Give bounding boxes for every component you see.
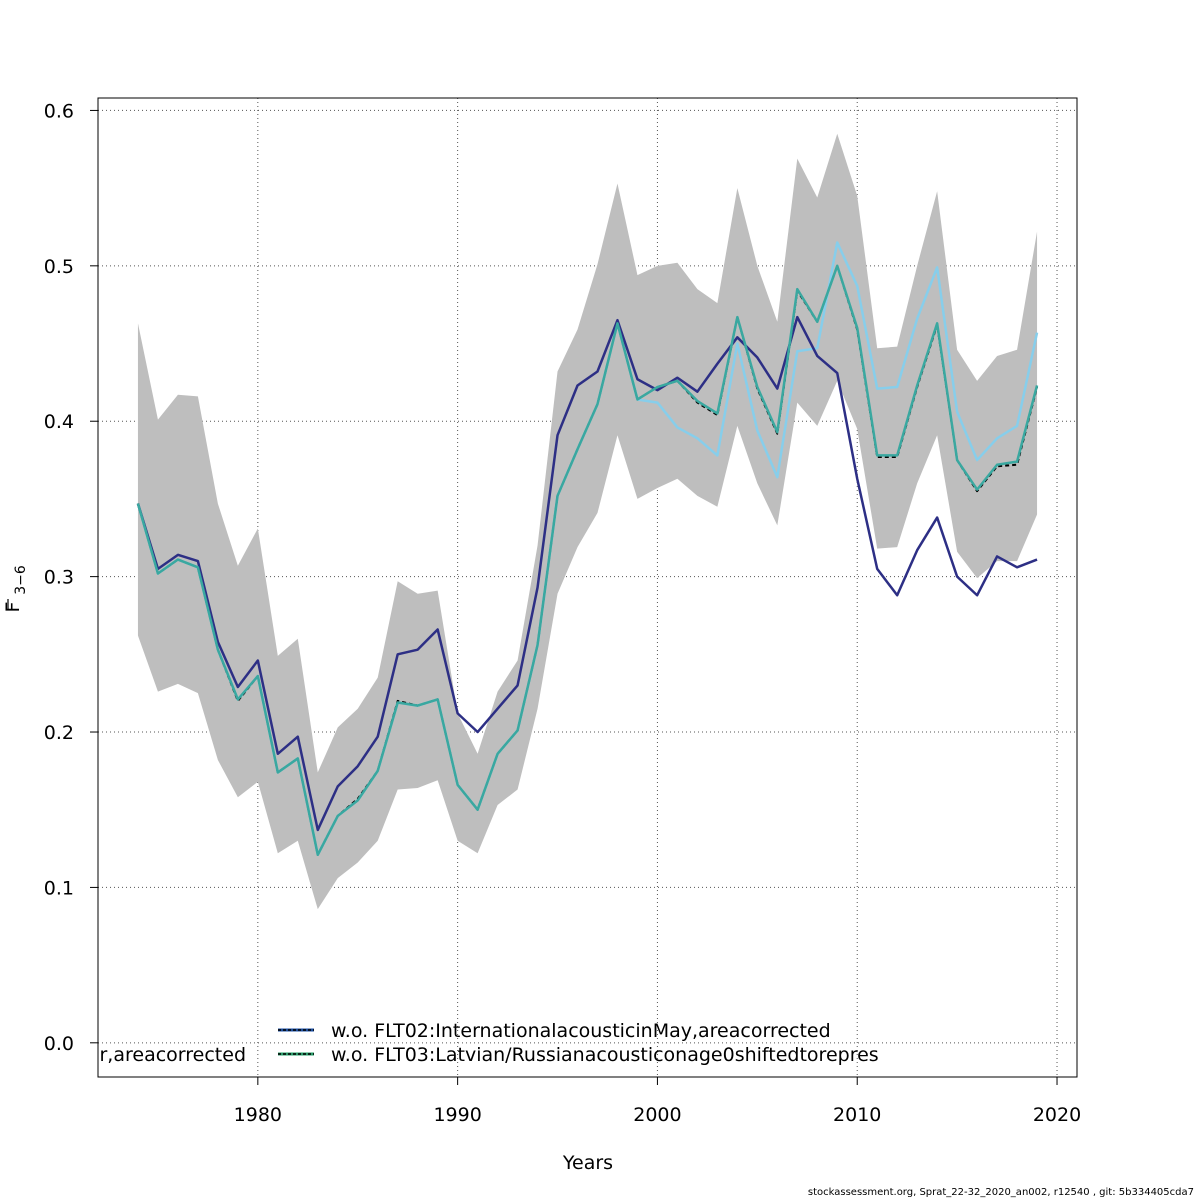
x-tick-label: 2000 <box>633 1104 681 1126</box>
confidence-band <box>137 133 1038 910</box>
legend-label-0: w.o. FLT02:InternationalacousticinMay,ar… <box>331 1020 831 1042</box>
x-tick-label: 2020 <box>1033 1104 1081 1126</box>
x-tick-label: 1980 <box>234 1104 282 1126</box>
y-tick-label: 0.0 <box>44 1033 74 1055</box>
y-tick-label: 0.2 <box>44 722 74 744</box>
x-axis-label: Years <box>562 1152 613 1174</box>
y-axis: 0.0 0.1 0.2 0.3 0.4 0.5 0.6 <box>44 100 99 1055</box>
series-line-3 <box>136 264 1039 857</box>
confidence-band-layer <box>137 133 1038 910</box>
y-axis-label-main: F <box>2 602 24 613</box>
y-tick-label: 0.4 <box>44 411 74 433</box>
footer-credit: stockassessment.org, Sprat_22-32_2020_an… <box>807 1187 1194 1198</box>
legend-label-1: w.o. FLT03:Latvian/Russianacousticonage0… <box>331 1044 879 1066</box>
y-tick-label: 0.5 <box>44 256 74 278</box>
y-axis-label: F 3−6 <box>2 565 29 612</box>
legend-clipped-text: r,areacorrected <box>100 1044 247 1066</box>
y-tick-label: 0.6 <box>44 100 74 122</box>
x-tick-label: 1990 <box>433 1104 481 1126</box>
series-layer <box>136 241 1039 857</box>
y-tick-label: 0.3 <box>44 567 74 589</box>
y-tick-label: 0.1 <box>44 877 74 899</box>
x-axis: 1980 1990 2000 2010 2020 <box>234 1076 1081 1126</box>
svg-text:F 3−6: F 3−6 <box>2 565 29 612</box>
x-tick-label: 2010 <box>833 1104 881 1126</box>
legend: r,areacorrected w.o. FLT02:Internationala… <box>100 1020 879 1066</box>
series-line-1 <box>136 315 1038 832</box>
y-axis-label-sub: 3−6 <box>13 565 29 595</box>
